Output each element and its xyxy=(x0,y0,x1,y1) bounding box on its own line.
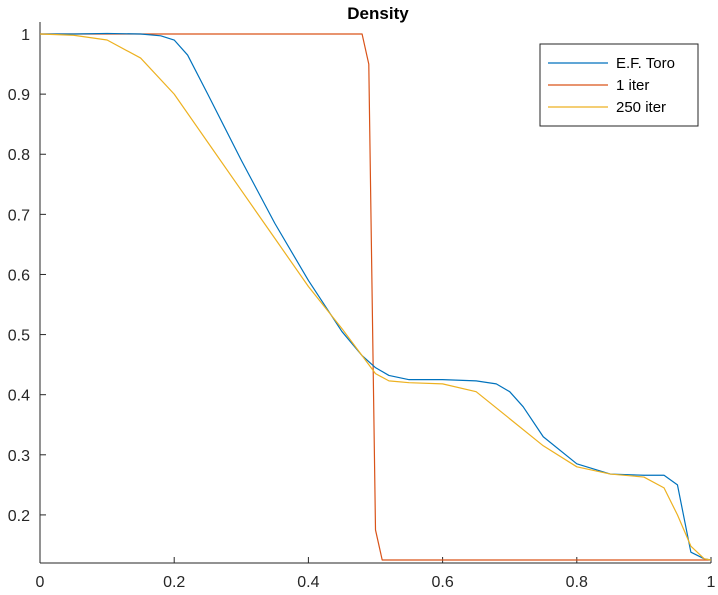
series-ef-toro-line xyxy=(40,32,712,561)
series-1-iter-line xyxy=(40,33,711,561)
y-tick-label: 0.7 xyxy=(8,207,30,224)
x-tick-label: 1 xyxy=(707,574,716,591)
y-tick-label: 0.4 xyxy=(8,388,30,405)
y-tick-label: 1 xyxy=(21,27,30,44)
x-tick-label: 0.8 xyxy=(566,574,588,591)
axes xyxy=(39,22,711,564)
legend-entry-ef-toro-label: E.F. Toro xyxy=(616,55,675,72)
legend-entry-250-iter-label: 250 iter xyxy=(616,99,666,116)
chart-title: Density xyxy=(347,4,409,23)
x-tick-label: 0.4 xyxy=(297,574,319,591)
y-tick-label: 0.8 xyxy=(8,147,30,164)
y-tick-label: 0.3 xyxy=(8,448,30,465)
x-tick-label: 0.6 xyxy=(431,574,453,591)
y-tick-label: 0.5 xyxy=(8,328,30,345)
y-tick-label: 0.6 xyxy=(8,267,30,284)
ticks: 0 0.2 0.4 0.6 0.8 1 0.2 0.3 0.4 0.5 0.6 0.7 0.8 0.9 1 xyxy=(8,27,716,591)
series-250-iter-line xyxy=(39,33,712,561)
x-tick-label: 0 xyxy=(36,574,45,591)
series-lines xyxy=(39,32,712,561)
y-tick-label: 0.9 xyxy=(8,87,30,104)
legend-entry-1-iter-label: 1 iter xyxy=(616,77,649,94)
x-tick-label: 0.2 xyxy=(163,574,185,591)
legend-entries: E.F. Toro 1 iter 250 iter xyxy=(548,55,675,116)
y-tick-label: 0.2 xyxy=(8,508,30,525)
legend: E.F. Toro 1 iter 250 iter xyxy=(539,43,699,127)
